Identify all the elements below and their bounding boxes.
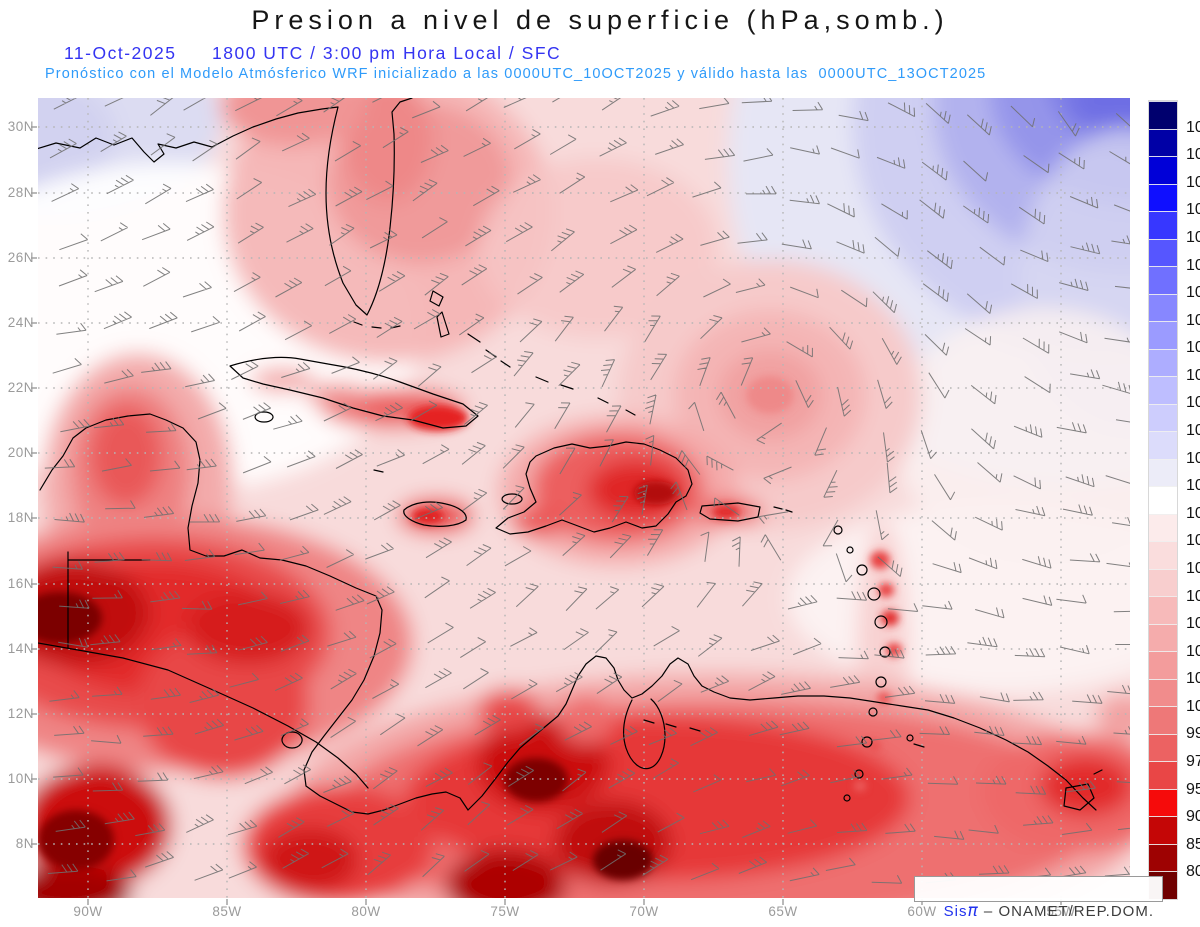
colorbar-swatch [1149,486,1177,514]
colorbar-swatch [1149,183,1177,212]
colorbar-value-label: 1022 [1186,284,1200,302]
colorbar-swatch [1149,403,1177,432]
lon-tick-label: 90W [73,904,103,919]
colorbar-value-label: 1006 [1186,615,1200,633]
colorbar-swatch [1149,266,1177,294]
lon-tick-label: 60W [907,904,937,919]
colorbar-value-label: 1018 [1186,366,1200,384]
colorbar-swatch [1149,431,1177,459]
forecast-init-label: Pronóstico con el Modelo Atmósferico WRF… [45,66,987,82]
axis-ticks [31,126,1062,905]
watermark-org: – ONAMET/REP.DOM. [978,903,1155,920]
colorbar-value-label: 970 [1186,753,1200,771]
pressure-map [31,98,1130,905]
colorbar-swatch [1149,651,1177,679]
colorbar-value-label: 1030 [1186,201,1200,219]
page-title: Presion a nivel de superficie (hPa,somb.… [251,5,949,35]
colorbar-value-label: 1035 [1186,173,1200,191]
lat-tick-label: 30N [7,119,34,134]
colorbar-value-label: 1000 [1186,697,1200,715]
colorbar-swatch [1149,238,1177,267]
colorbar-value-label: 1012 [1186,532,1200,550]
colorbar-swatch [1149,128,1177,157]
colorbar-swatch [1149,706,1177,734]
lat-tick-label: 10N [7,771,34,786]
colorbar-value-label: 1002 [1186,670,1200,688]
colorbar-value-label: 990 [1186,725,1200,743]
colorbar-value-label: 1017 [1186,394,1200,412]
colorbar-value-label: 1019 [1186,339,1200,357]
colorbar-swatch [1149,458,1177,487]
pi-symbol-icon: π [967,901,979,921]
datetime-line: 11-Oct-2025 1800 UTC / 3:00 pm Hora Loca… [0,43,1200,127]
colorbar-value-label: 1016 [1186,422,1200,440]
lon-tick-label: 65W [768,904,798,919]
colorbar-swatch [1149,211,1177,239]
colorbar-swatch [1149,321,1177,349]
colorbar-swatch [1149,816,1177,844]
colorbar-swatch [1149,541,1177,569]
colorbar-value-label: 1020 [1186,311,1200,329]
colorbar-value-label: 1013 [1186,504,1200,522]
colorbar-swatch [1149,293,1177,322]
map-canvas [31,98,1130,905]
lat-tick-label: 22N [7,380,34,395]
lon-tick-label: 80W [351,904,381,919]
colorbar-swatch [1149,623,1177,652]
valid-date-label: 11-Oct-2025 [64,43,177,63]
valid-time-label: 1800 UTC / 3:00 pm Hora Local / SFC [212,43,562,63]
lat-tick-label: 12N [7,706,34,721]
colorbar-swatch [1149,101,1177,129]
watermark: Sisπ – ONAMET/REP.DOM. [914,876,1164,921]
wind-barbs [44,98,1130,884]
colorbar-swatch [1149,596,1177,624]
colorbar-value-label: 1015 [1186,449,1200,467]
lat-tick-label: 16N [7,576,34,591]
lat-tick-label: 20N [7,445,34,460]
colorbar-swatch [1149,761,1177,789]
colorbar-swatch [1149,156,1177,184]
lat-tick-label: 26N [7,250,34,265]
colorbar-swatch [1149,678,1177,707]
lat-tick-label: 14N [7,641,34,656]
lat-tick-label: 28N [7,185,34,200]
lat-tick-label: 24N [7,315,34,330]
lat-tick-label: 18N [7,510,34,525]
colorbar-value-label: 1014 [1186,477,1200,495]
colorbar-swatch [1149,843,1177,872]
lon-tick-label: 55W [1039,904,1083,920]
colorbar-swatch [1149,376,1177,404]
lat-tick-label: 8N [15,836,34,851]
colorbar-value-label: 950 [1186,780,1200,798]
watermark-brand: Sis [943,903,968,920]
colorbar-swatch [1149,348,1177,377]
colorbar-value-label: 1050 [1186,118,1200,136]
colorbar-value-label: 1028 [1186,228,1200,246]
colorbar-swatch [1149,733,1177,762]
lon-tick-label: 75W [490,904,520,919]
colorbar-swatch [1149,513,1177,542]
colorbar-value-label: 1025 [1186,256,1200,274]
colorbar-value-label: 800 [1186,863,1200,881]
colorbar-value-label: 1040 [1186,146,1200,164]
colorbar-swatch [1149,568,1177,597]
colorbar-value-label: 900 [1186,808,1200,826]
lon-tick-label: 70W [629,904,659,919]
pressure-colorbar [1148,100,1178,900]
colorbar-value-label: 1008 [1186,587,1200,605]
colorbar-swatch [1149,788,1177,817]
lon-tick-label: 85W [212,904,242,919]
colorbar-value-label: 850 [1186,835,1200,853]
colorbar-value-label: 1004 [1186,642,1200,660]
